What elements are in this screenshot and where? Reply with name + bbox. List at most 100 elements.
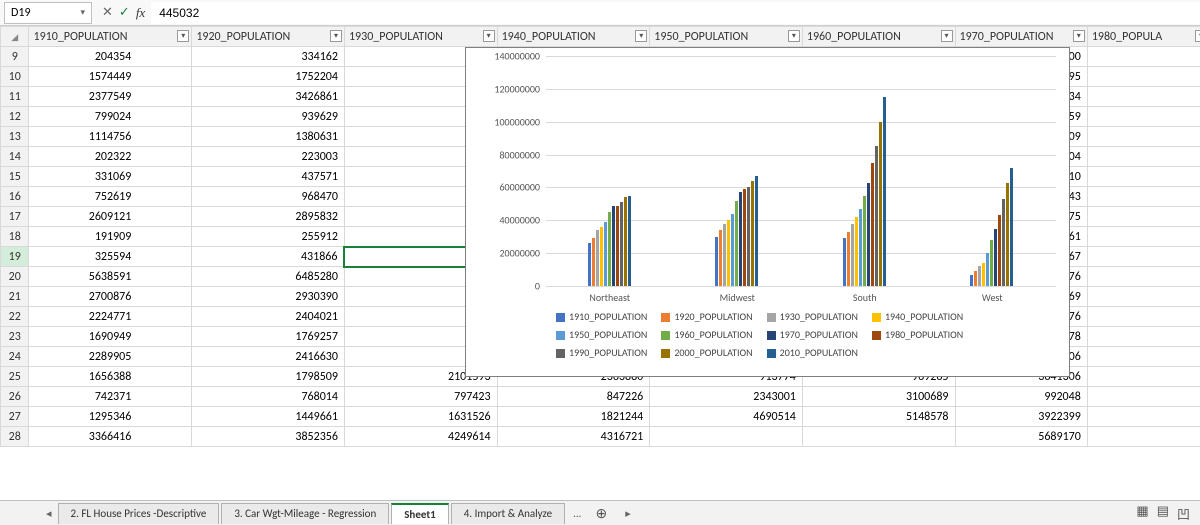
cell[interactable]: 797423	[344, 387, 497, 407]
cell[interactable]	[1087, 287, 1200, 307]
cell[interactable]: 752619	[29, 187, 192, 207]
cell[interactable]: 1631526	[344, 407, 497, 427]
cell[interactable]: 325594	[29, 247, 192, 267]
column-header[interactable]: 1960_POPULATION▾	[802, 27, 955, 47]
cell[interactable]: 223003	[192, 147, 345, 167]
cell[interactable]: 6485280	[192, 267, 345, 287]
cell[interactable]: 3852356	[192, 427, 345, 447]
cell[interactable]: 431866	[192, 247, 345, 267]
cell[interactable]	[1087, 227, 1200, 247]
column-header[interactable]: 1980_POPULA▾	[1087, 27, 1200, 47]
tab-scroll-left-icon[interactable]: ◂	[40, 507, 58, 520]
confirm-icon[interactable]: ✓	[119, 5, 130, 20]
cell[interactable]	[1087, 407, 1200, 427]
sheet-tab[interactable]: Sheet1	[391, 503, 449, 524]
cell[interactable]: 2700876	[29, 287, 192, 307]
cell[interactable]: 1574449	[29, 67, 192, 87]
cell[interactable]	[1087, 327, 1200, 347]
cell[interactable]: 2404021	[192, 307, 345, 327]
cell[interactable]: 1114756	[29, 127, 192, 147]
cell[interactable]	[1087, 347, 1200, 367]
page-break-icon[interactable]: 凹	[1177, 504, 1190, 523]
cell[interactable]	[1087, 87, 1200, 107]
formula-input[interactable]	[151, 2, 1200, 24]
row-header[interactable]: 16	[1, 187, 29, 207]
tabs-more[interactable]: ...	[567, 507, 587, 520]
cell[interactable]: 1656388	[29, 367, 192, 387]
cell[interactable]: 847226	[497, 387, 650, 407]
filter-dropdown-icon[interactable]: ▾	[177, 30, 189, 42]
cell[interactable]: 437571	[192, 167, 345, 187]
cell[interactable]: 1449661	[192, 407, 345, 427]
row-header[interactable]: 9	[1, 47, 29, 67]
cell[interactable]: 742371	[29, 387, 192, 407]
normal-view-icon[interactable]: ▦	[1136, 504, 1148, 523]
cell[interactable]: 3100689	[802, 387, 955, 407]
cell[interactable]: 5638591	[29, 267, 192, 287]
cell[interactable]	[1087, 247, 1200, 267]
row-header[interactable]: 20	[1, 267, 29, 287]
cell[interactable]	[1087, 127, 1200, 147]
cell[interactable]: 992048	[955, 387, 1087, 407]
row-header[interactable]: 10	[1, 67, 29, 87]
column-header[interactable]: 1910_POPULATION▾	[29, 27, 192, 47]
cell[interactable]: 1798509	[192, 367, 345, 387]
cell[interactable]	[1087, 187, 1200, 207]
cell[interactable]: 2416630	[192, 347, 345, 367]
row-header[interactable]: 12	[1, 107, 29, 127]
cell[interactable]: 1821244	[497, 407, 650, 427]
cell[interactable]: 5148578	[802, 407, 955, 427]
tab-scroll-right-icon[interactable]: ▸	[619, 507, 637, 520]
cell[interactable]: 1380631	[192, 127, 345, 147]
row-header[interactable]: 15	[1, 167, 29, 187]
cell[interactable]: 2930390	[192, 287, 345, 307]
cell[interactable]: 2895832	[192, 207, 345, 227]
cell[interactable]: 2609121	[29, 207, 192, 227]
cell[interactable]	[650, 427, 803, 447]
cell[interactable]: 2224771	[29, 307, 192, 327]
sheet-tab[interactable]: 4. Import & Analyze	[451, 503, 565, 524]
column-header[interactable]: 1920_POPULATION▾	[192, 27, 345, 47]
cell[interactable]: 255912	[192, 227, 345, 247]
filter-dropdown-icon[interactable]: ▾	[941, 30, 953, 42]
row-header[interactable]: 23	[1, 327, 29, 347]
page-layout-icon[interactable]: ▤	[1157, 504, 1169, 523]
row-header[interactable]: 18	[1, 227, 29, 247]
cell[interactable]: 334162	[192, 47, 345, 67]
row-header[interactable]: 14	[1, 147, 29, 167]
add-sheet-button[interactable]: ⊕	[587, 505, 615, 522]
row-header[interactable]: 24	[1, 347, 29, 367]
cell[interactable]: 3366416	[29, 427, 192, 447]
row-header[interactable]: 27	[1, 407, 29, 427]
cell[interactable]: 4249614	[344, 427, 497, 447]
cell[interactable]: 1769257	[192, 327, 345, 347]
cell[interactable]: 1295346	[29, 407, 192, 427]
filter-dropdown-icon[interactable]: ▾	[635, 30, 647, 42]
row-header[interactable]: 11	[1, 87, 29, 107]
name-box-dropdown-icon[interactable]: ▾	[80, 7, 85, 18]
filter-dropdown-icon[interactable]: ▾	[330, 30, 342, 42]
cell[interactable]: 768014	[192, 387, 345, 407]
select-all-corner[interactable]: ◢	[1, 27, 29, 47]
cell[interactable]: 331069	[29, 167, 192, 187]
cell[interactable]: 2289905	[29, 347, 192, 367]
cell[interactable]: 202322	[29, 147, 192, 167]
row-header[interactable]: 17	[1, 207, 29, 227]
cell[interactable]: 1690949	[29, 327, 192, 347]
cell[interactable]	[1087, 387, 1200, 407]
filter-dropdown-icon[interactable]: ▾	[788, 30, 800, 42]
column-header[interactable]: 1950_POPULATION▾	[650, 27, 803, 47]
row-header[interactable]: 19	[1, 247, 29, 267]
row-header[interactable]: 13	[1, 127, 29, 147]
sheet-tab[interactable]: 2. FL House Prices -Descriptive	[58, 503, 220, 524]
embedded-chart[interactable]: 0200000004000000060000000800000001000000…	[465, 47, 1070, 377]
cell[interactable]	[1087, 207, 1200, 227]
filter-dropdown-icon[interactable]: ▾	[1073, 30, 1085, 42]
cell[interactable]	[1087, 367, 1200, 387]
column-header[interactable]: 1940_POPULATION▾	[497, 27, 650, 47]
cell[interactable]: 4690514	[650, 407, 803, 427]
cell[interactable]: 939629	[192, 107, 345, 127]
row-header[interactable]: 28	[1, 427, 29, 447]
name-box[interactable]: D19 ▾	[4, 2, 92, 24]
cell[interactable]	[1087, 167, 1200, 187]
